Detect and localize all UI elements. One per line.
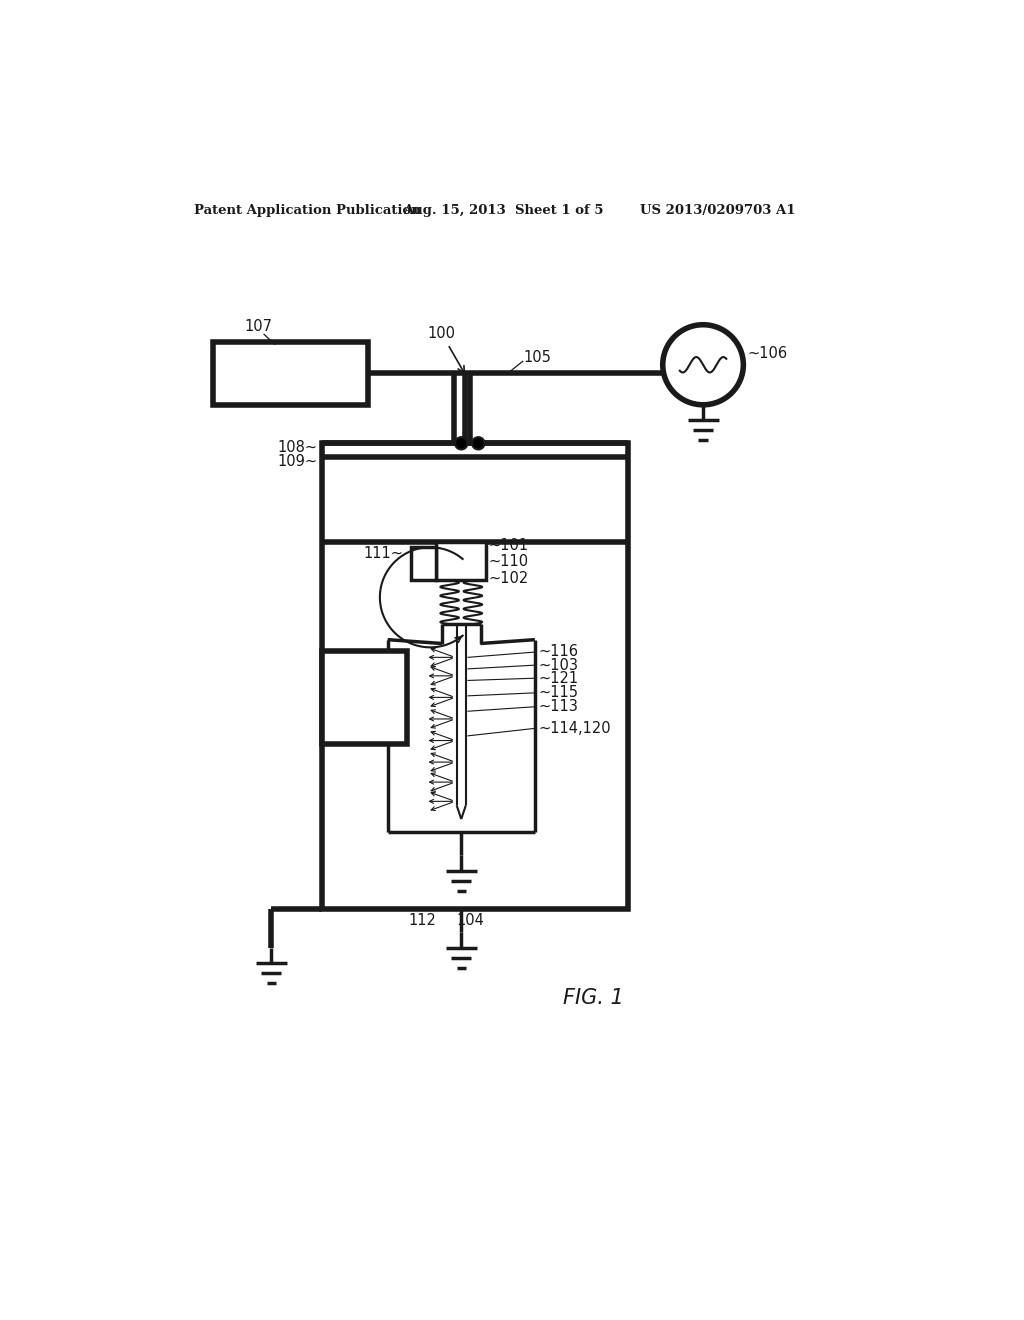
Bar (213, 342, 369, 405)
Text: ~113: ~113 (539, 700, 579, 714)
Text: ~103: ~103 (539, 657, 579, 673)
Circle shape (472, 437, 484, 449)
Text: 100: 100 (428, 326, 464, 374)
Text: US 2013/0209703 A1: US 2013/0209703 A1 (640, 205, 795, 218)
Text: ~101: ~101 (488, 539, 528, 553)
Text: ~116: ~116 (539, 644, 579, 660)
Text: ~106: ~106 (748, 346, 787, 360)
Text: 108~: 108~ (278, 440, 317, 454)
Text: ~110: ~110 (488, 553, 528, 569)
Bar (436, 543, 486, 581)
Text: Patent Application Publication: Patent Application Publication (194, 205, 421, 218)
Text: ~121: ~121 (539, 671, 579, 685)
Text: Aug. 15, 2013  Sheet 1 of 5: Aug. 15, 2013 Sheet 1 of 5 (403, 205, 603, 218)
Text: ~115: ~115 (539, 685, 579, 701)
Text: 111~: 111~ (364, 546, 403, 561)
Bar (322, 651, 407, 743)
Circle shape (663, 325, 743, 405)
Text: 112: 112 (409, 913, 436, 928)
Text: FIG. 1: FIG. 1 (562, 987, 624, 1007)
Text: ~114,120: ~114,120 (539, 721, 611, 735)
Text: 107: 107 (244, 318, 272, 334)
Bar (322, 444, 628, 909)
Text: ~102: ~102 (488, 570, 528, 586)
Text: 105: 105 (523, 350, 551, 364)
Text: 104: 104 (457, 913, 484, 928)
Circle shape (455, 437, 467, 449)
Bar (411, 548, 436, 581)
Text: 109~: 109~ (278, 454, 317, 469)
